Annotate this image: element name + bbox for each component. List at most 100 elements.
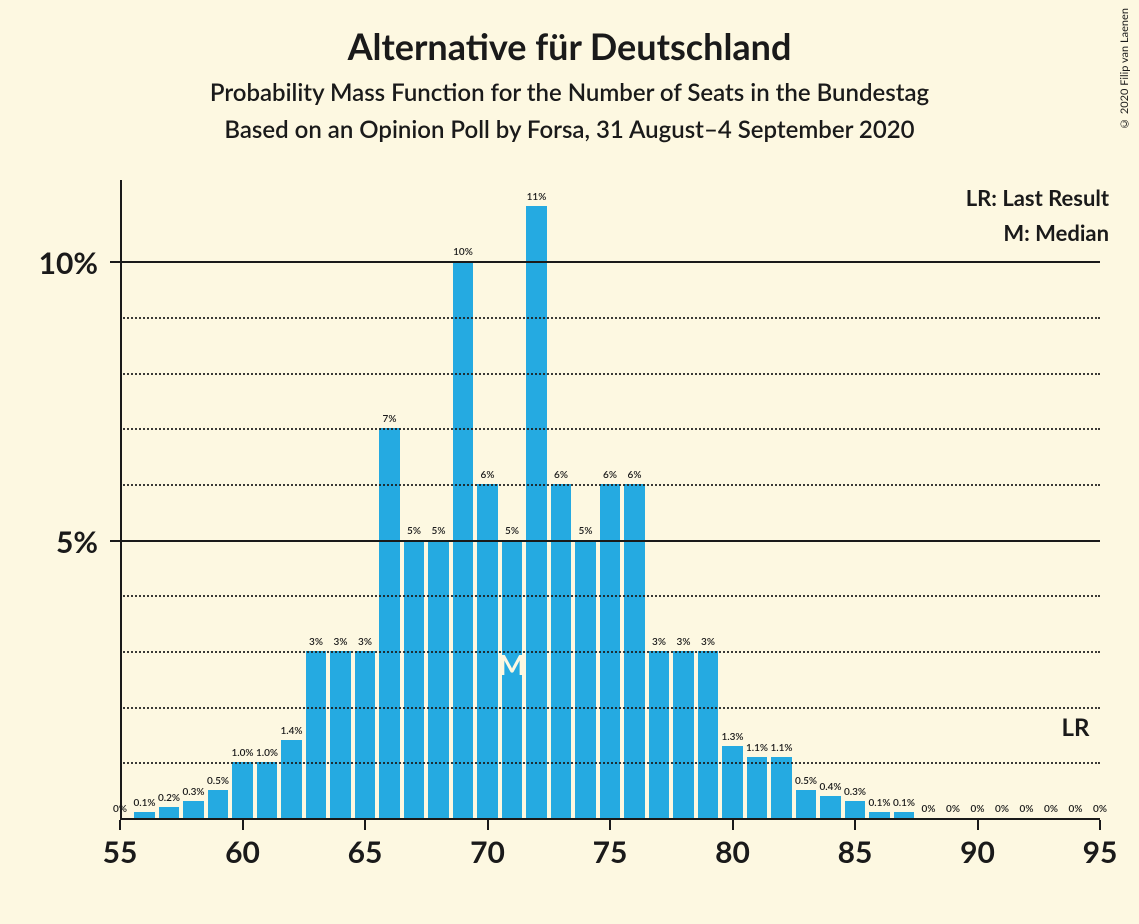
gridline-minor xyxy=(120,762,1100,764)
plot-area: 0%0.1%0.2%0.3%0.5%1.0%1.0%1.4%3%3%3%7%5%… xyxy=(120,180,1100,820)
gridline-minor xyxy=(120,317,1100,319)
bar: 0.5% xyxy=(796,790,816,818)
bar-value-label: 0% xyxy=(971,803,985,815)
x-tick-label: 60 xyxy=(225,834,260,870)
bar-value-label: 1.1% xyxy=(770,742,792,754)
bar-value-label: 0% xyxy=(946,803,960,815)
x-tick-mark xyxy=(364,820,366,830)
bar: 5% xyxy=(575,540,595,818)
bar-value-label: 3% xyxy=(701,636,715,648)
x-tick-mark xyxy=(242,820,244,830)
bar-value-label: 1.0% xyxy=(231,747,253,759)
bar: 1.0% xyxy=(232,762,252,818)
bar: 3% xyxy=(330,651,350,818)
x-tick-label: 90 xyxy=(960,834,995,870)
bar: 1.0% xyxy=(257,762,277,818)
bar: 3% xyxy=(698,651,718,818)
bar-value-label: 3% xyxy=(334,636,348,648)
bar-value-label: 0.4% xyxy=(819,781,841,793)
bar-value-label: 6% xyxy=(481,469,495,481)
copyright-text: © 2020 Filip van Laenen xyxy=(1118,8,1131,130)
x-tick-mark xyxy=(1099,820,1101,830)
bar: 1.1% xyxy=(771,757,791,818)
y-axis-line xyxy=(120,180,122,820)
gridline-minor xyxy=(120,428,1100,430)
bar-value-label: 3% xyxy=(677,636,691,648)
bar-value-label: 0% xyxy=(1069,803,1083,815)
chart-title: Alternative für Deutschland xyxy=(0,24,1139,68)
bar-value-label: 7% xyxy=(383,413,397,425)
x-tick-label: 55 xyxy=(103,834,138,870)
bar: 0.3% xyxy=(845,801,865,818)
bar: 1.1% xyxy=(747,757,767,818)
bar-value-label: 3% xyxy=(358,636,372,648)
y-tick-label: 10% xyxy=(39,245,98,281)
chart-basis: Based on an Opinion Poll by Forsa, 31 Au… xyxy=(0,115,1139,144)
bar-value-label: 1.3% xyxy=(721,731,743,743)
bar: 11% xyxy=(526,206,546,818)
bar-value-label: 11% xyxy=(527,191,547,203)
bar-value-label: 10% xyxy=(453,246,473,258)
bar-value-label: 0.2% xyxy=(158,792,180,804)
gridline-minor xyxy=(120,595,1100,597)
y-tick-mark xyxy=(110,540,120,542)
gridline-minor xyxy=(120,651,1100,653)
bar-value-label: 0.1% xyxy=(868,797,890,809)
bar: 0.2% xyxy=(159,807,179,818)
bar-value-label: 0.3% xyxy=(182,786,204,798)
x-tick-label: 75 xyxy=(593,834,628,870)
bar-value-label: 0% xyxy=(1093,803,1107,815)
bar-value-label: 0.5% xyxy=(795,775,817,787)
bar: 3% xyxy=(306,651,326,818)
bar-value-label: 6% xyxy=(603,469,617,481)
y-tick-label: 5% xyxy=(56,524,98,560)
x-tick-label: 65 xyxy=(348,834,383,870)
bar-value-label: 6% xyxy=(554,469,568,481)
x-tick-mark xyxy=(487,820,489,830)
gridline-major xyxy=(120,261,1100,263)
bar-value-label: 6% xyxy=(628,469,642,481)
x-tick-label: 95 xyxy=(1083,834,1118,870)
bar: 7% xyxy=(379,428,399,818)
bar-value-label: 5% xyxy=(579,525,593,537)
x-tick-label: 70 xyxy=(470,834,505,870)
bar-value-label: 0% xyxy=(995,803,1009,815)
bar: 0.3% xyxy=(183,801,203,818)
bar: 0.4% xyxy=(820,796,840,818)
chart-subtitle: Probability Mass Function for the Number… xyxy=(0,78,1139,107)
y-tick-mark xyxy=(110,261,120,263)
bar-value-label: 1.4% xyxy=(280,725,302,737)
bar-value-label: 0% xyxy=(1020,803,1034,815)
gridline-minor xyxy=(120,707,1100,709)
bar: 0.5% xyxy=(208,790,228,818)
chart-container: Alternative für Deutschland Probability … xyxy=(0,0,1139,924)
bar: 1.3% xyxy=(722,746,742,818)
gridline-minor xyxy=(120,484,1100,486)
bar-value-label: 0.3% xyxy=(844,786,866,798)
bar-value-label: 0.1% xyxy=(893,797,915,809)
title-block: Alternative für Deutschland Probability … xyxy=(0,0,1139,144)
x-tick-mark xyxy=(609,820,611,830)
bar-value-label: 1.0% xyxy=(256,747,278,759)
bar-value-label: 1.1% xyxy=(746,742,768,754)
bar: 3% xyxy=(649,651,669,818)
bar: 5% xyxy=(428,540,448,818)
bar-value-label: 5% xyxy=(407,525,421,537)
bar-value-label: 5% xyxy=(505,525,519,537)
bar-value-label: 3% xyxy=(652,636,666,648)
bar-value-label: 0% xyxy=(922,803,936,815)
x-tick-mark xyxy=(732,820,734,830)
bar-value-label: 0% xyxy=(1044,803,1058,815)
gridline-minor xyxy=(120,373,1100,375)
bars-group: 0%0.1%0.2%0.3%0.5%1.0%1.0%1.4%3%3%3%7%5%… xyxy=(120,180,1100,820)
bar: 3% xyxy=(355,651,375,818)
bar: 5% xyxy=(404,540,424,818)
bar-value-label: 0.5% xyxy=(207,775,229,787)
bar-value-label: 0.1% xyxy=(133,797,155,809)
x-tick-mark xyxy=(977,820,979,830)
x-tick-mark xyxy=(854,820,856,830)
bar: 3% xyxy=(673,651,693,818)
x-tick-label: 85 xyxy=(838,834,873,870)
bar-value-label: 3% xyxy=(309,636,323,648)
bar-value-label: 5% xyxy=(432,525,446,537)
